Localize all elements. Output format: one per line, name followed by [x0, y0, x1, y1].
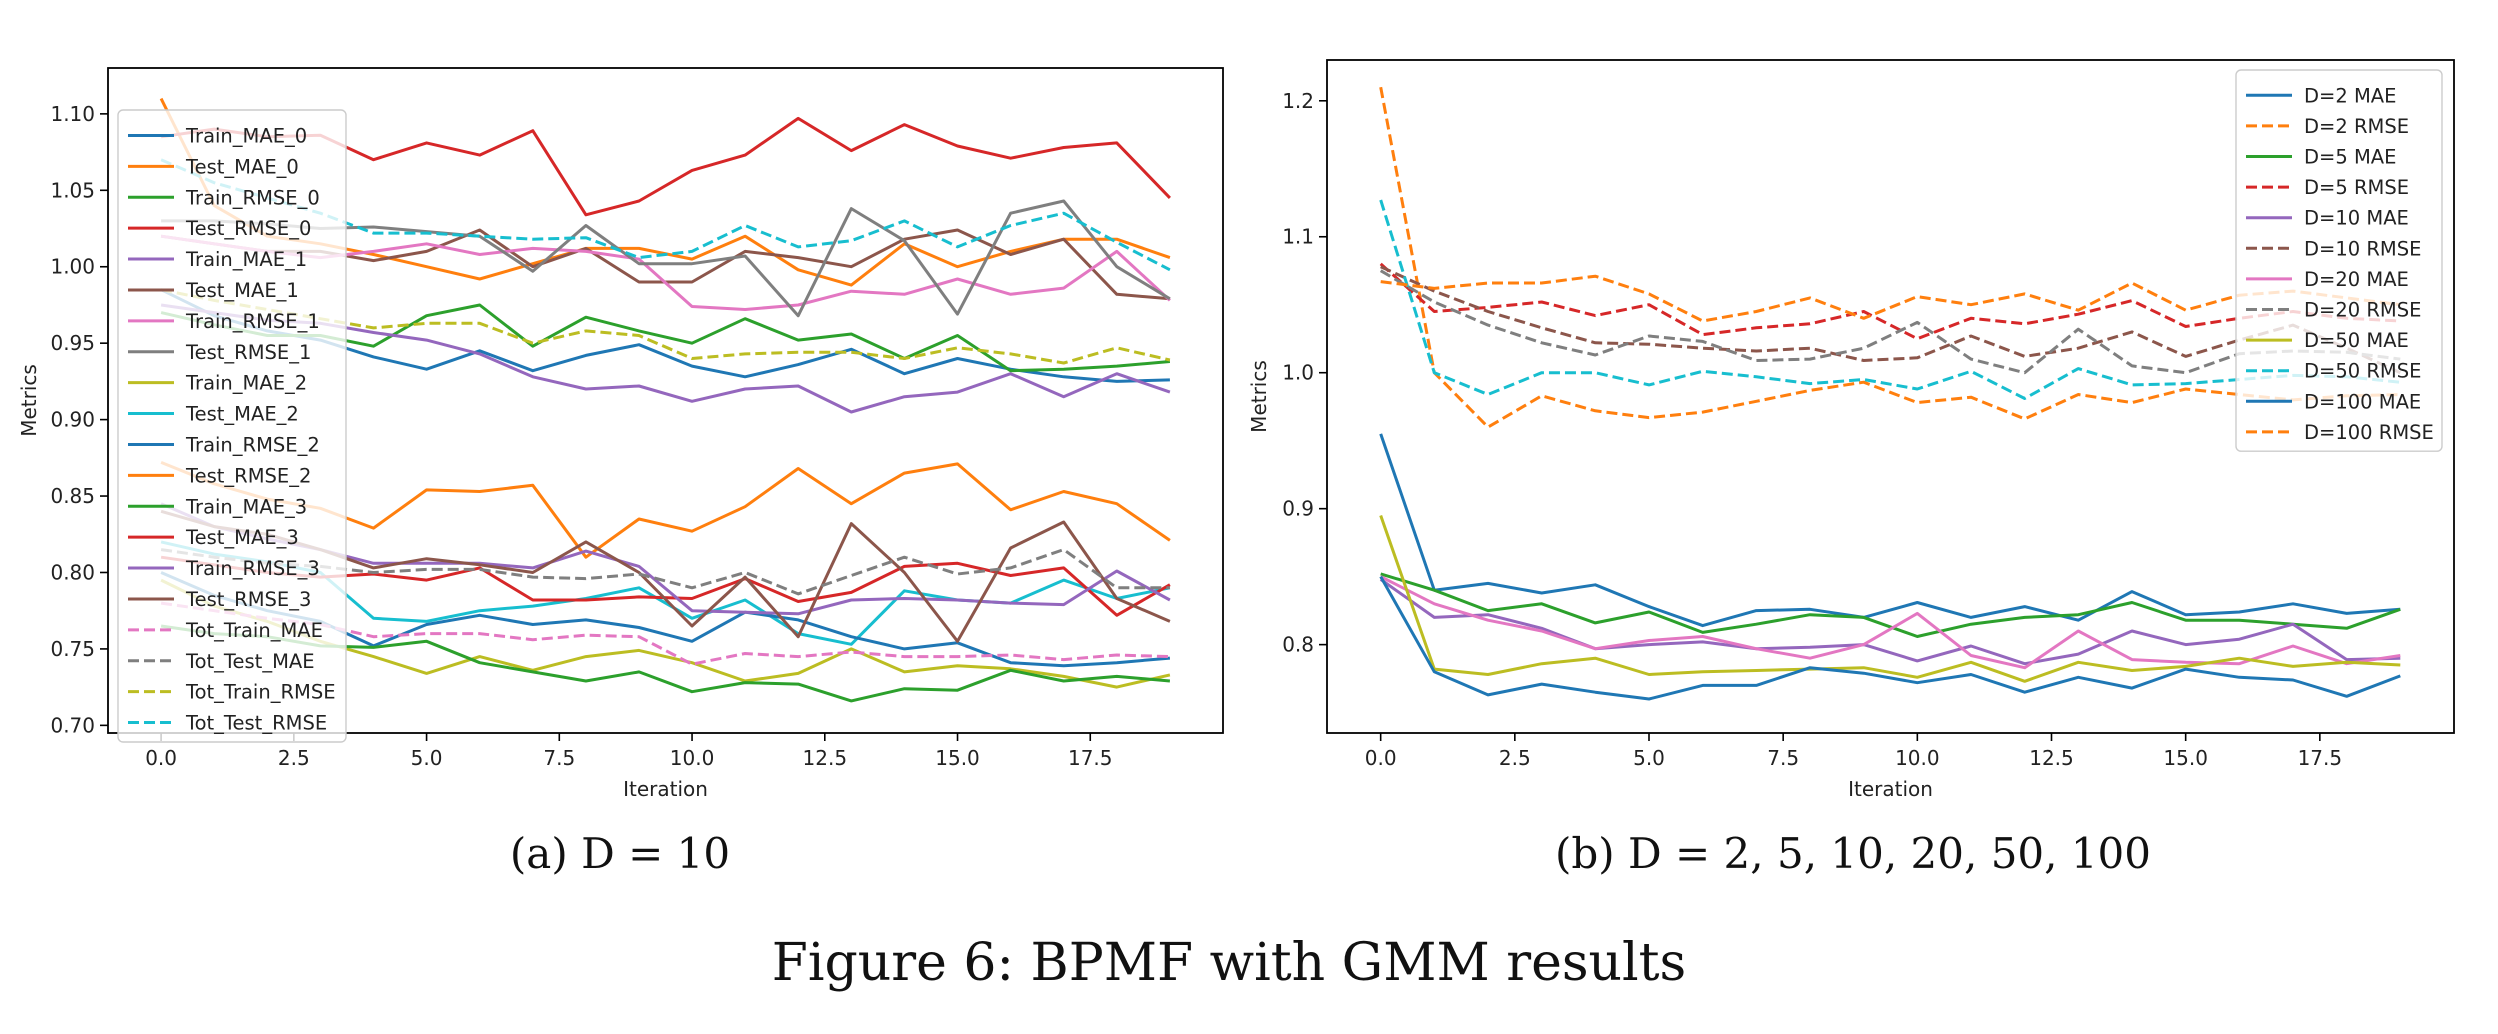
legend-box	[2235, 69, 2443, 452]
legend-label-tot-train-rmse: Tot_Train_RMSE	[185, 681, 336, 704]
x-tick-label: 15.0	[2163, 746, 2208, 770]
y-tick-label: 0.70	[50, 713, 95, 737]
y-tick-label: 0.85	[50, 484, 95, 508]
y-tick-label: 0.90	[50, 408, 95, 432]
legend-label-tot-test-mae: Tot_Test_MAE	[185, 650, 315, 673]
x-tick-label: 15.0	[935, 746, 980, 770]
legend-label-train-rmse-0: Train_RMSE_0	[185, 186, 320, 209]
x-tick-label: 0.0	[145, 746, 177, 770]
chart-a: 0.0 2.5 5.0 7.5 10.0 12.5 15.0 17.5 0.70 0.75 0.80…	[17, 67, 1224, 801]
x-tick-label: 5.0	[411, 746, 443, 770]
legend-label-tot-test-rmse: Tot_Test_RMSE	[185, 712, 327, 735]
series-line-d-100-rmse	[1380, 274, 2401, 323]
y-tick-label: 0.80	[50, 560, 95, 584]
legend-label-train-rmse-3: Train_RMSE_3	[185, 557, 320, 580]
legend-label-d-2-rmse: D=2 RMSE	[2304, 115, 2409, 138]
x-tick-label: 5.0	[1633, 746, 1665, 770]
x-tick-label: 10.0	[670, 746, 715, 770]
y-tick-label: 1.1	[1282, 225, 1314, 249]
y-axis-label: Metrics	[1247, 360, 1271, 433]
legend-label-train-mae-2: Train_MAE_2	[185, 372, 307, 395]
x-axis-label: Iteration	[623, 777, 708, 801]
y-tick-label: 1.2	[1282, 89, 1314, 113]
legend-label-test-rmse-0: Test_RMSE_0	[185, 217, 311, 240]
y-tick-label: 1.05	[50, 178, 95, 202]
subcaption-a: (a) D = 10	[510, 829, 730, 878]
y-tick-label: 0.75	[50, 637, 95, 661]
legend-label-d-10-rmse: D=10 RMSE	[2304, 237, 2421, 260]
x-tick-label: 2.5	[1499, 746, 1531, 770]
plot-frame	[1326, 59, 2455, 734]
legend-label-train-mae-1: Train_MAE_1	[185, 248, 307, 271]
x-tick-label: 12.5	[2029, 746, 2074, 770]
y-axis-label: Metrics	[17, 364, 41, 437]
x-tick-label: 10.0	[1895, 746, 1940, 770]
series-line-d-10-mae	[1379, 578, 2401, 666]
series-line-d-100-mae	[1379, 575, 2401, 701]
y-tick-label: 1.10	[50, 102, 95, 126]
x-tick-label: 0.0	[1365, 746, 1397, 770]
legend-box	[117, 109, 347, 743]
legend-label-train-mae-0: Train_MAE_0	[185, 124, 307, 147]
x-tick-label: 12.5	[803, 746, 848, 770]
legend-label-test-mae-2: Test_MAE_2	[185, 403, 299, 426]
series-line-d-5-mae	[1380, 572, 2401, 638]
series-line-d-2-mae	[1379, 433, 2401, 628]
legend: D=2 MAE D=2 RMSE D=5 MAE D=5 RMSE D=10 MAE D=…	[2235, 69, 2443, 452]
x-tick-label: 17.5	[1068, 746, 1113, 770]
x-tick-label: 7.5	[543, 746, 575, 770]
series-line-d-20-rmse	[1379, 269, 2401, 375]
legend-label-test-rmse-1: Test_RMSE_1	[185, 341, 311, 364]
series-line-d-2-rmse	[1379, 86, 2401, 429]
legend-label-train-rmse-1: Train_RMSE_1	[185, 310, 320, 333]
y-tick-label: 1.0	[1282, 361, 1314, 385]
legend-label-test-rmse-2: Test_RMSE_2	[185, 464, 311, 487]
chart-b: 0.0 2.5 5.0 7.5 10.0 12.5 15.0 17.5 0.8 0.9 1.0 1.1…	[1247, 59, 2455, 801]
legend-label-test-mae-3: Test_MAE_3	[185, 526, 299, 549]
series-line-d-50-mae	[1379, 515, 2401, 683]
legend-label-d-100-rmse: D=100 RMSE	[2304, 421, 2434, 444]
legend-label-test-mae-1: Test_MAE_1	[185, 279, 299, 302]
legend-label-d-5-mae: D=5 MAE	[2304, 146, 2396, 169]
legend-label-d-20-mae: D=20 MAE	[2304, 268, 2409, 291]
series-lines	[1379, 86, 2401, 701]
y-tick-label: 0.95	[50, 331, 95, 355]
series-line-d-5-rmse	[1379, 262, 2401, 341]
y-tick-label: 0.9	[1282, 497, 1314, 521]
legend-label-d-50-rmse: D=50 RMSE	[2304, 360, 2421, 383]
legend: Train_MAE_0 Test_MAE_0 Train_RMSE_0 Test_RM…	[117, 109, 347, 743]
figure-caption: Figure 6: BPMF with GMM results	[772, 933, 1686, 993]
plot-frame	[107, 67, 1224, 734]
x-axis-label: Iteration	[1848, 777, 1933, 801]
legend-label-d-100-mae: D=100 MAE	[2304, 390, 2421, 413]
legend-label-d-10-mae: D=10 MAE	[2304, 207, 2409, 230]
legend-label-d-20-rmse: D=20 RMSE	[2304, 299, 2421, 322]
y-tick-label: 1.00	[50, 255, 95, 279]
x-tick-label: 17.5	[2298, 746, 2343, 770]
y-tick-label: 0.8	[1282, 633, 1314, 657]
series-line-d-10-rmse	[1380, 265, 2401, 375]
legend-label-train-mae-3: Train_MAE_3	[185, 495, 307, 518]
series-line-d-50-rmse	[1379, 199, 2401, 400]
legend-label-tot-train-mae: Tot_Train_MAE	[185, 619, 323, 642]
subcaption-b: (b) D = 2, 5, 10, 20, 50, 100	[1555, 829, 2151, 878]
legend-label-test-mae-0: Test_MAE_0	[185, 155, 299, 178]
x-tick-label: 2.5	[278, 746, 310, 770]
legend-label-train-rmse-2: Train_RMSE_2	[185, 433, 320, 456]
legend-label-d-2-mae: D=2 MAE	[2304, 84, 2396, 107]
legend-label-d-50-mae: D=50 MAE	[2304, 329, 2409, 352]
legend-label-test-rmse-3: Test_RMSE_3	[185, 588, 311, 611]
legend-label-d-5-rmse: D=5 RMSE	[2304, 176, 2409, 199]
x-tick-label: 7.5	[1767, 746, 1799, 770]
series-line-d-20-mae	[1380, 575, 2401, 670]
